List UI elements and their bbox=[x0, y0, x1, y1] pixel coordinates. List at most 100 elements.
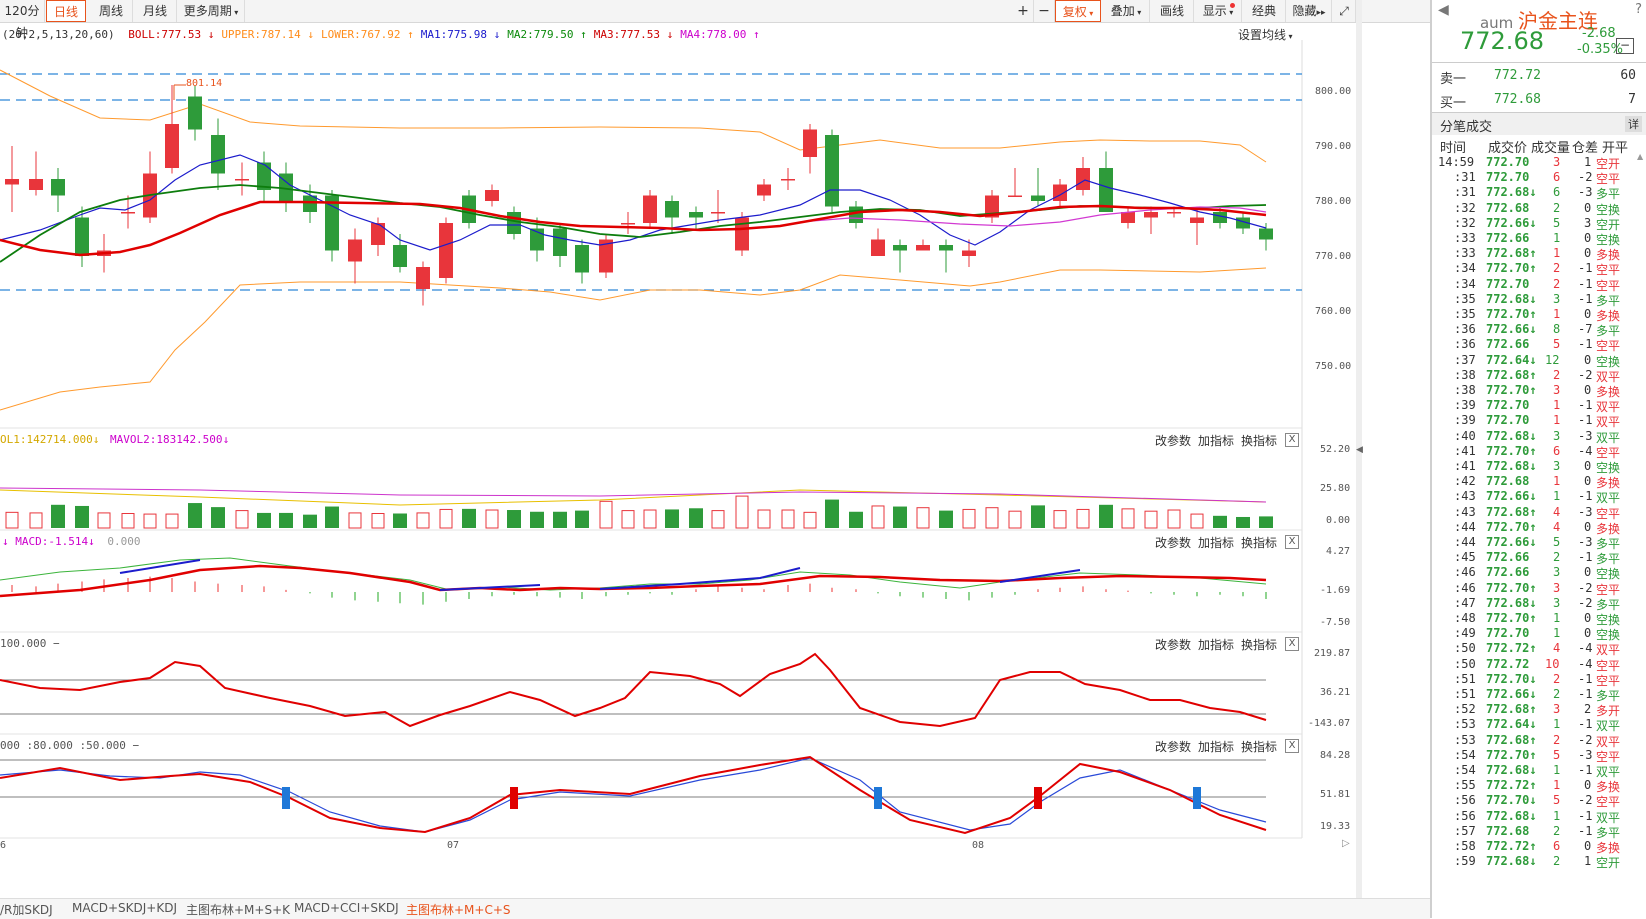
trade-price: 772.66↓ bbox=[1486, 322, 1537, 337]
volume-bar bbox=[5, 511, 19, 529]
candle bbox=[121, 195, 135, 229]
collapse-button[interactable]: − bbox=[1616, 38, 1634, 54]
volume-bar bbox=[1167, 509, 1181, 529]
vol-switch-indicator-button[interactable]: 换指标 bbox=[1241, 434, 1278, 448]
kdj-signal-marker bbox=[874, 787, 882, 809]
trades-detail-button[interactable]: 详 bbox=[1625, 116, 1642, 132]
trade-type: 双平 bbox=[1596, 369, 1621, 384]
hide-button[interactable]: 隐藏▸▸ bbox=[1287, 0, 1332, 22]
trade-time: :34 bbox=[1454, 276, 1476, 291]
macd-tick-top: 4.27 bbox=[1326, 546, 1351, 557]
trade-volume: 1 bbox=[1553, 413, 1561, 428]
trade-volume: 1 bbox=[1553, 231, 1561, 245]
volume-bar bbox=[1031, 505, 1045, 528]
candle-body bbox=[757, 184, 771, 196]
vol-ma1-line bbox=[0, 489, 1267, 506]
macd-close-icon[interactable]: X bbox=[1285, 535, 1299, 549]
trade-volume: 2 bbox=[1553, 261, 1561, 276]
trade-type: 空平 bbox=[1596, 658, 1621, 673]
more-periods-dropdown[interactable]: 更多周期 ▾ bbox=[178, 0, 245, 22]
draw-line-button[interactable]: 画线 bbox=[1151, 0, 1194, 22]
trade-type: 多开 bbox=[1596, 704, 1621, 719]
trade-type: 多平 bbox=[1596, 552, 1621, 567]
trade-price: 772.64↓ bbox=[1486, 717, 1537, 732]
trade-row: :36 772.66↓ 8 -7 多平 bbox=[1432, 322, 1646, 338]
macd-add-indicator-button[interactable]: 加指标 bbox=[1198, 536, 1235, 550]
candle bbox=[1031, 168, 1045, 207]
kdj-modify-params-button[interactable]: 改参数 bbox=[1155, 740, 1192, 754]
collapse-arrow-icon[interactable]: ◀ bbox=[1356, 445, 1363, 455]
trade-row: :51 772.66↓ 2 -1 多平 bbox=[1432, 687, 1646, 703]
candle bbox=[939, 239, 953, 273]
tab-monthly[interactable]: 月线 bbox=[134, 0, 177, 22]
zoom-in-button[interactable]: + bbox=[1013, 0, 1034, 22]
fullscreen-button[interactable]: ⤢ bbox=[1333, 0, 1356, 22]
tab-daily[interactable]: 日线 bbox=[46, 0, 86, 22]
trade-price: 772.68↓ bbox=[1486, 428, 1537, 443]
vol-close-icon[interactable]: X bbox=[1285, 433, 1299, 447]
trade-oi-change: -3 bbox=[1578, 535, 1593, 549]
period-120min-tab[interactable]: 120分钟 bbox=[0, 0, 45, 40]
template-tab-1[interactable]: /R加SKDJ bbox=[0, 903, 53, 917]
ma-settings-label: 设置均线 bbox=[1238, 28, 1287, 42]
macd-modify-params-button[interactable]: 改参数 bbox=[1155, 536, 1192, 550]
trade-oi-change: -2 bbox=[1578, 732, 1593, 747]
trade-price: 772.72↑ bbox=[1486, 839, 1537, 853]
cci-close-icon[interactable]: X bbox=[1285, 637, 1299, 651]
trade-row: :42 772.68 1 0 多换 bbox=[1432, 474, 1646, 490]
trade-row: :56 772.70↓ 5 -2 空平 bbox=[1432, 793, 1646, 809]
candle-body bbox=[711, 212, 725, 214]
trade-oi-change: -1 bbox=[1578, 276, 1593, 291]
trade-oi-change: 0 bbox=[1584, 778, 1592, 793]
prev-contract-icon[interactable]: ◀ bbox=[1438, 2, 1449, 18]
candle-body bbox=[416, 267, 430, 289]
candle bbox=[211, 118, 225, 190]
template-tab-4[interactable]: MACD+CCI+SKDJ bbox=[294, 901, 399, 915]
cci-add-indicator-button[interactable]: 加指标 bbox=[1198, 638, 1235, 652]
trades-title: 分笔成交 bbox=[1440, 120, 1493, 135]
cci-modify-params-button[interactable]: 改参数 bbox=[1155, 638, 1192, 652]
tab-weekly[interactable]: 周线 bbox=[90, 0, 133, 22]
macd-switch-indicator-button[interactable]: 换指标 bbox=[1241, 536, 1278, 550]
zoom-out-button[interactable]: − bbox=[1034, 0, 1055, 22]
trade-price: 772.66↓ bbox=[1486, 215, 1537, 230]
adjust-rights-button[interactable]: 复权 ▾ bbox=[1055, 0, 1101, 22]
date-label-08: 08 bbox=[972, 840, 985, 851]
classic-button[interactable]: 经典 bbox=[1243, 0, 1286, 22]
splitter-handle[interactable] bbox=[1356, 0, 1362, 898]
template-tab-5[interactable]: 主图布林+M+C+S bbox=[406, 903, 511, 917]
trade-type: 双平 bbox=[1596, 734, 1621, 749]
overlay-button[interactable]: 叠加 ▾ bbox=[1103, 0, 1150, 22]
cci-switch-indicator-button[interactable]: 换指标 bbox=[1241, 638, 1278, 652]
vol-add-indicator-button[interactable]: 加指标 bbox=[1198, 434, 1235, 448]
trade-oi-change: -2 bbox=[1578, 580, 1593, 595]
template-tab-3[interactable]: 主图布林+M+S+K bbox=[186, 903, 291, 917]
scroll-right-icon[interactable]: ▷ bbox=[1342, 838, 1350, 849]
candle-body bbox=[121, 212, 135, 214]
kdj-close-icon[interactable]: X bbox=[1285, 739, 1299, 753]
volume-bar bbox=[575, 510, 589, 528]
trade-oi-change: -1 bbox=[1578, 337, 1593, 352]
trade-row: :59 772.68↓ 2 1 空开 bbox=[1432, 854, 1646, 870]
candle bbox=[1121, 206, 1135, 229]
trade-price: 772.66↓ bbox=[1486, 489, 1537, 504]
kdj-switch-indicator-button[interactable]: 换指标 bbox=[1241, 740, 1278, 754]
display-button[interactable]: 显示 ▾ bbox=[1195, 0, 1242, 22]
candle-body bbox=[29, 179, 43, 190]
candle-body bbox=[916, 245, 930, 251]
template-tab-2[interactable]: MACD+SKDJ+KDJ bbox=[72, 901, 177, 915]
trade-time: :57 bbox=[1454, 823, 1476, 838]
cci-tick-mid: 36.21 bbox=[1320, 687, 1351, 698]
ma-settings-button[interactable]: 设置均线 ▾ bbox=[1238, 26, 1293, 43]
help-icon[interactable]: ? bbox=[1635, 2, 1642, 17]
trade-row: 14:59 772.70 3 1 空开 bbox=[1432, 155, 1646, 171]
trade-oi-change: -1 bbox=[1578, 413, 1593, 428]
trade-row: :54 772.68↓ 1 -1 双平 bbox=[1432, 763, 1646, 779]
volume-bar bbox=[1259, 516, 1273, 528]
trade-oi-change: -2 bbox=[1578, 793, 1593, 808]
vol-modify-params-button[interactable]: 改参数 bbox=[1155, 434, 1192, 448]
kdj-add-indicator-button[interactable]: 加指标 bbox=[1198, 740, 1235, 754]
scroll-up-icon[interactable]: ▲ bbox=[1637, 152, 1644, 161]
trade-time: :36 bbox=[1454, 337, 1476, 352]
trade-time: :56 bbox=[1454, 793, 1476, 808]
